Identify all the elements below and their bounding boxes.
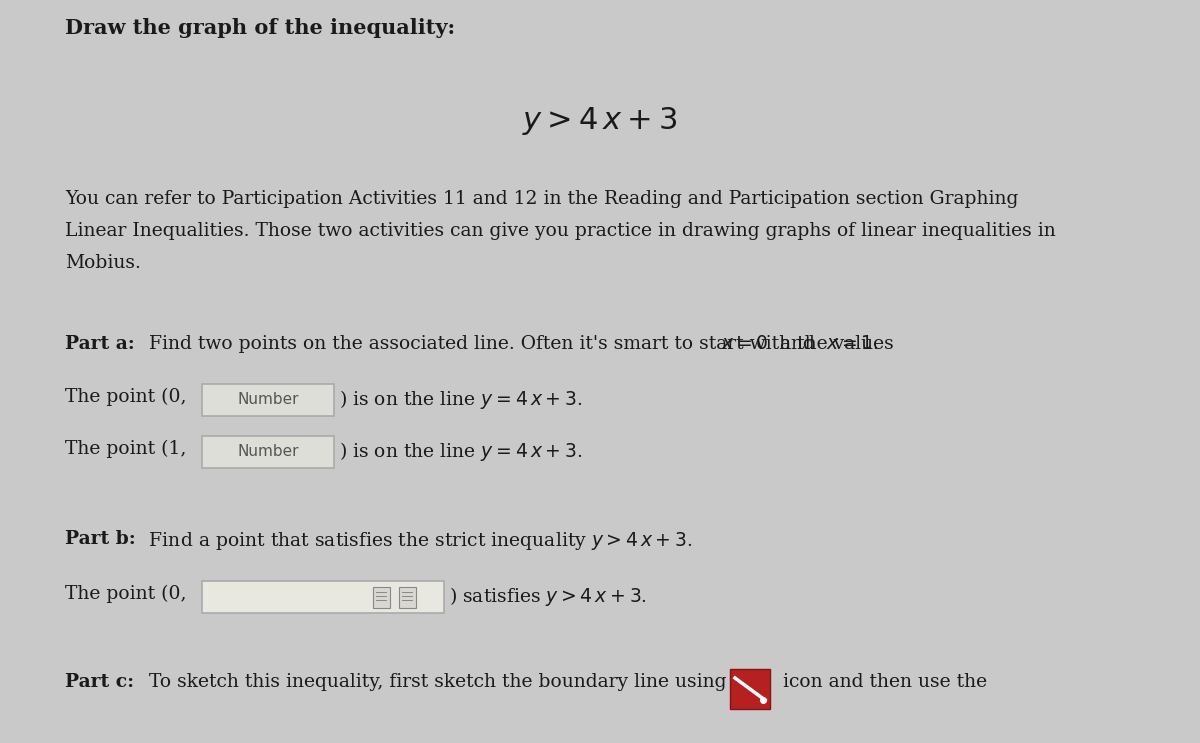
Text: ) satisfies $y > 4\,x + 3$.: ) satisfies $y > 4\,x + 3$. <box>449 585 647 608</box>
Text: ) is on the line $y = 4\,x + 3$.: ) is on the line $y = 4\,x + 3$. <box>340 440 582 463</box>
FancyBboxPatch shape <box>730 669 770 709</box>
FancyBboxPatch shape <box>202 581 444 613</box>
Text: ) is on the line $y = 4\,x + 3$.: ) is on the line $y = 4\,x + 3$. <box>340 388 582 411</box>
Text: Linear Inequalities. Those two activities can give you practice in drawing graph: Linear Inequalities. Those two activitie… <box>65 222 1056 240</box>
FancyBboxPatch shape <box>202 384 334 416</box>
Text: Mobius.: Mobius. <box>65 254 140 272</box>
Text: Number: Number <box>238 444 299 459</box>
Text: To sketch this inequality, first sketch the boundary line using the: To sketch this inequality, first sketch … <box>143 673 763 691</box>
Text: icon and then use the: icon and then use the <box>778 673 988 691</box>
Text: $x = 0$  and  $x = 1$.: $x = 0$ and $x = 1$. <box>721 335 878 353</box>
Text: Find a point that satisfies the strict inequality $y > 4\,x + 3$.: Find a point that satisfies the strict i… <box>143 530 692 552</box>
Text: Number: Number <box>238 392 299 407</box>
Text: $y > 4\,x + 3$: $y > 4\,x + 3$ <box>522 105 678 137</box>
Text: Find two points on the associated line. Often it's smart to start with the value: Find two points on the associated line. … <box>143 335 906 353</box>
FancyBboxPatch shape <box>398 586 415 608</box>
Text: Part b:: Part b: <box>65 530 136 548</box>
Text: You can refer to Participation Activities 11 and 12 in the Reading and Participa: You can refer to Participation Activitie… <box>65 190 1019 208</box>
FancyBboxPatch shape <box>372 586 390 608</box>
FancyBboxPatch shape <box>202 436 334 468</box>
Text: The point (0,: The point (0, <box>65 388 186 406</box>
Text: Part a:: Part a: <box>65 335 134 353</box>
Text: Part c:: Part c: <box>65 673 134 691</box>
Text: The point (1,: The point (1, <box>65 440 186 458</box>
Text: The point (0,: The point (0, <box>65 585 186 603</box>
Text: Draw the graph of the inequality:: Draw the graph of the inequality: <box>65 18 455 38</box>
